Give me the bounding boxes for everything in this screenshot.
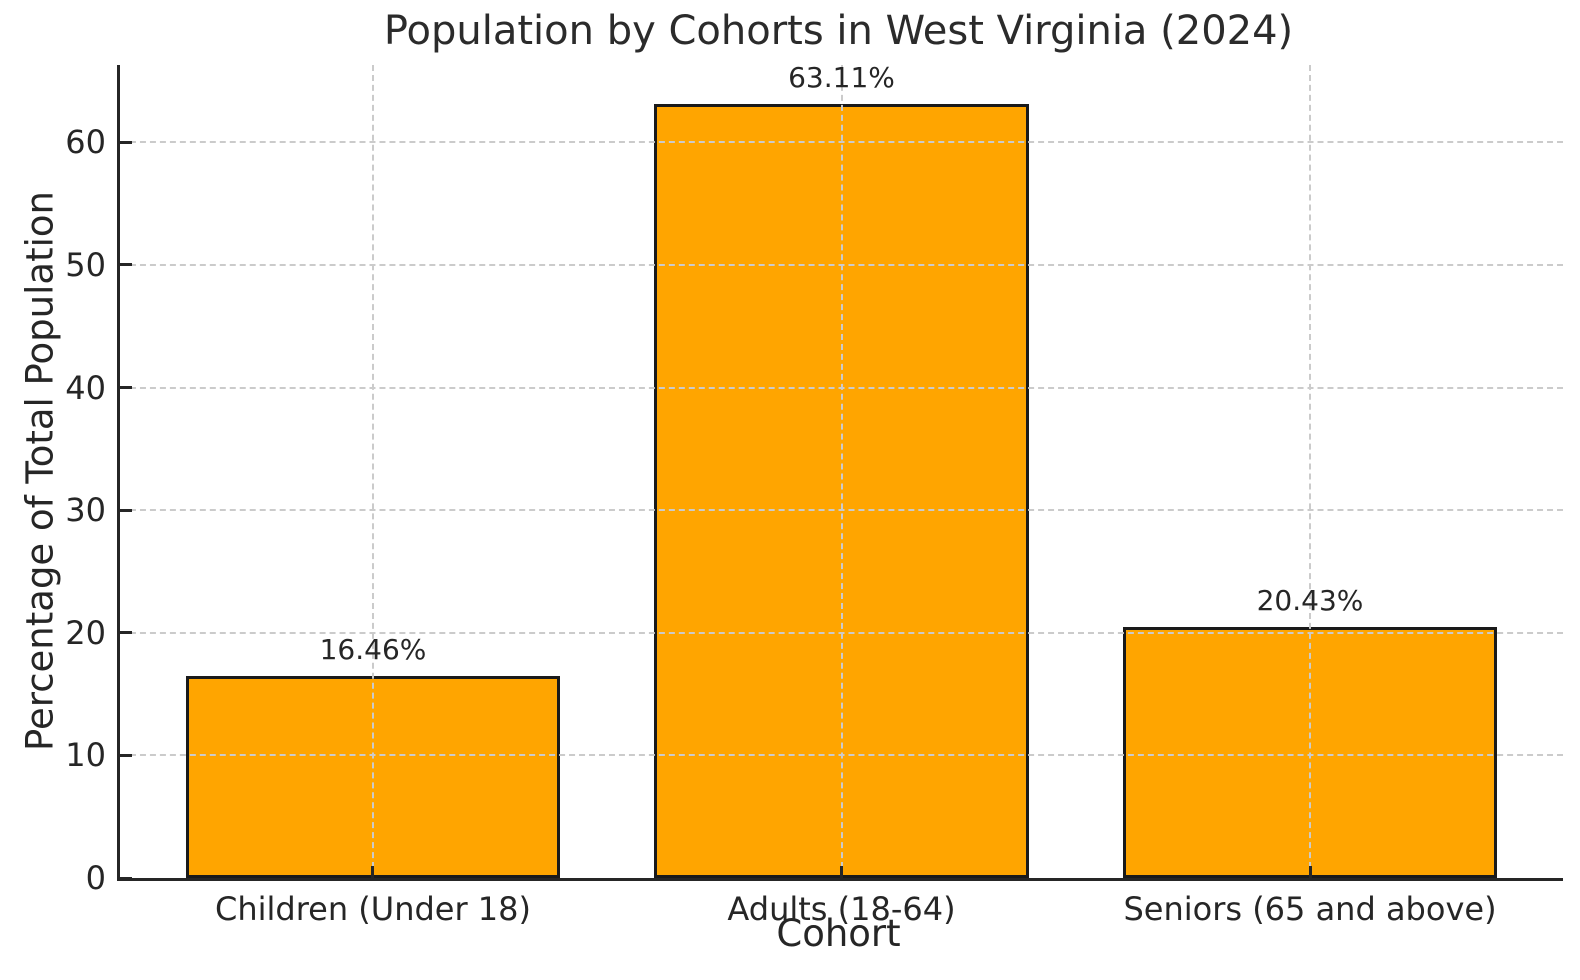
y-tick-mark — [120, 876, 132, 880]
gridline-vertical — [1309, 65, 1311, 878]
y-axis-label: Percentage of Total Population — [18, 191, 62, 751]
y-tick-mark — [120, 631, 132, 635]
y-tick-label: 40 — [65, 368, 106, 407]
plot-area: 0 10 20 30 40 50 60 16.46% Children (Under 18) 63… — [65, 61, 1563, 928]
x-tick-label: Children (Under 18) — [214, 890, 531, 928]
y-tick-mark — [120, 508, 132, 512]
chart-title: Population by Cohorts in West Virginia (… — [383, 8, 1294, 54]
y-tick-mark — [120, 263, 132, 267]
x-tick-mark — [1308, 866, 1312, 878]
gridline-vertical — [371, 65, 374, 878]
y-tick-label: 60 — [65, 123, 106, 162]
bar-value-label: 20.43% — [1256, 584, 1364, 618]
gridline-vertical — [840, 65, 843, 878]
y-tick-label: 20 — [65, 613, 106, 652]
y-tick-label: 50 — [65, 245, 106, 284]
bar-value-label: 63.11% — [788, 61, 895, 95]
x-tick-mark — [371, 866, 375, 878]
y-tick-mark — [120, 140, 132, 144]
bar-value-label: 16.46% — [319, 633, 427, 667]
y-tick-mark — [120, 753, 132, 757]
x-tick-label: Adults (18-64) — [727, 890, 956, 928]
x-axis-label: Cohort — [776, 912, 901, 955]
y-tick-mark — [120, 386, 132, 389]
y-tick-label: 10 — [65, 736, 106, 775]
x-tick-label: Seniors (65 and above) — [1123, 890, 1497, 928]
y-tick-label: 0 — [85, 859, 106, 897]
y-tick-label: 30 — [65, 491, 106, 530]
x-tick-mark — [840, 866, 843, 878]
